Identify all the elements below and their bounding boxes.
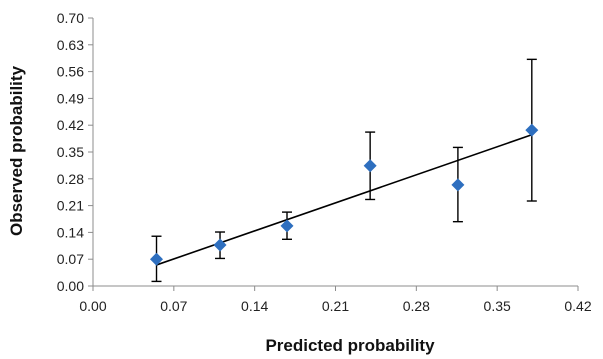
x-tick-label: 0.07 [160, 298, 187, 314]
x-tick-label: 0.21 [322, 298, 349, 314]
x-tick-label: 0.00 [79, 298, 106, 314]
trendline-layer [156, 134, 533, 266]
y-tick-label: 0.70 [57, 10, 84, 26]
data-point [363, 159, 377, 173]
x-axis: 0.00 0.07 0.14 0.21 0.28 0.35 0.42 [79, 285, 592, 314]
y-tick-label: 0.28 [57, 171, 84, 187]
y-axis: 0.00 0.07 0.14 0.21 0.28 0.35 0.42 0.49 0.56 0.63… [57, 10, 94, 294]
data-point [150, 252, 164, 266]
x-tick-label: 0.35 [484, 298, 511, 314]
x-tick-label: 0.28 [403, 298, 430, 314]
data-point [213, 238, 227, 252]
y-tick-label: 0.42 [57, 117, 84, 133]
y-tick-label: 0.07 [57, 251, 84, 267]
x-tick-label: 0.42 [564, 298, 591, 314]
y-tick-label: 0.35 [57, 144, 84, 160]
y-tick-label: 0.14 [57, 224, 84, 240]
y-tick-label: 0.00 [57, 278, 84, 294]
x-axis-title: Predicted probability [265, 336, 435, 355]
y-tick-label: 0.63 [57, 37, 84, 53]
y-axis-title: Observed probability [7, 65, 26, 236]
data-points-layer [150, 123, 539, 266]
trendline [156, 134, 533, 266]
y-tick-label: 0.56 [57, 64, 84, 80]
data-point [451, 178, 465, 192]
data-point [525, 123, 539, 137]
y-tick-label: 0.49 [57, 90, 84, 106]
x-tick-label: 0.14 [241, 298, 268, 314]
y-tick-label: 0.21 [57, 198, 84, 214]
data-point [280, 219, 294, 233]
error-bars-layer [151, 58, 537, 283]
